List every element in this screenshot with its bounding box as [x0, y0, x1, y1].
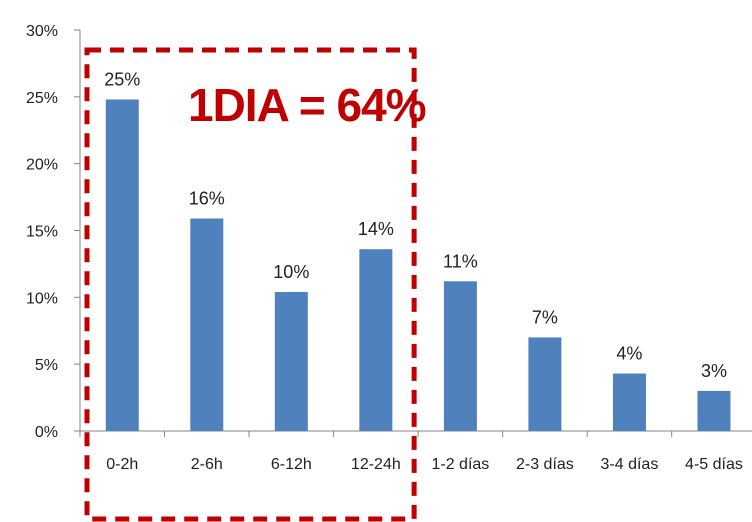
y-tick-label: 0%: [35, 424, 58, 441]
category-label: 1-2 días: [431, 456, 489, 473]
bar: [697, 390, 731, 431]
category-label: 6-12h: [271, 456, 312, 473]
bar: [190, 218, 224, 431]
category-label: 0-2h: [106, 456, 138, 473]
labels: 25% 0-2h 16% 2-6h 10% 6-12h 14% 12-24h 11% 1-2 dí…: [104, 70, 743, 473]
category-label: 12-24h: [351, 456, 401, 473]
bar: [528, 337, 562, 431]
data-label: 11%: [443, 251, 478, 271]
category-label: 3-4 días: [601, 456, 659, 473]
y-tick-label: 5%: [35, 357, 58, 374]
category-label: 2-3 días: [516, 456, 574, 473]
y-tick-label: 30%: [26, 23, 58, 40]
category-label: 2-6h: [191, 456, 223, 473]
annotation-text: 1DIA = 64%: [188, 79, 426, 131]
y-tick-label: 25%: [26, 90, 58, 107]
bar: [105, 99, 139, 432]
y-tick-label: 20%: [26, 157, 58, 174]
bar: [359, 249, 393, 431]
bar: [612, 373, 646, 431]
data-label: 10%: [273, 262, 309, 282]
data-label: 25%: [104, 70, 140, 90]
highlight-dashed-box: [84, 47, 417, 522]
y-tick-label: 15%: [26, 224, 58, 241]
data-label: 16%: [189, 188, 225, 208]
bar: [443, 281, 477, 431]
y-tick-label: 10%: [26, 290, 58, 307]
data-label: 4%: [616, 344, 642, 364]
data-label: 3%: [701, 361, 727, 381]
bar: [274, 291, 308, 431]
data-label: 7%: [532, 307, 558, 327]
annotation: 1DIA = 64%: [84, 47, 427, 522]
data-label: 14%: [358, 219, 394, 239]
bars: [105, 99, 731, 432]
category-label: 4-5 días: [685, 456, 743, 473]
